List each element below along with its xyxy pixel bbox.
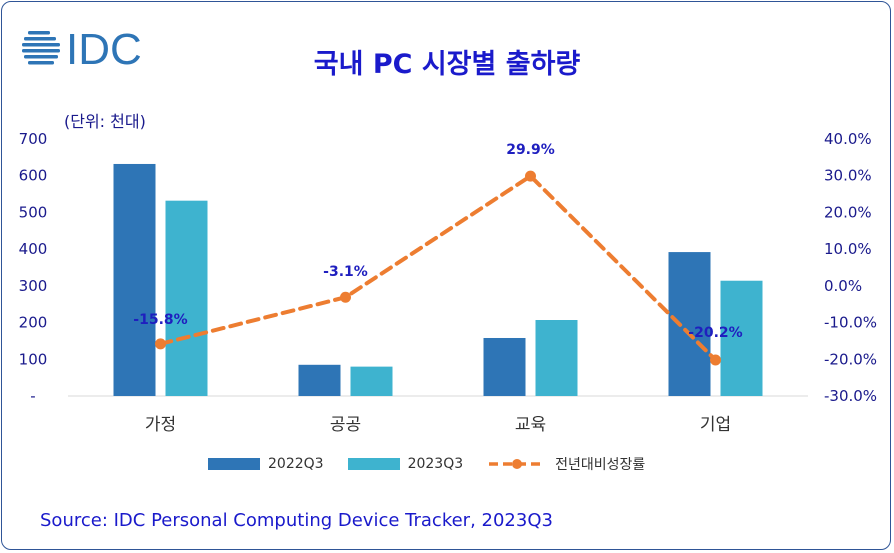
y2-tick-label: 20.0% [824,203,872,221]
legend-label-2022: 2022Q3 [268,456,324,472]
unit-label: (단위: 천대) [64,112,146,131]
x-tick-label: 기업 [700,415,731,435]
y2-tick-label: 30.0% [824,167,872,185]
yoy-line [155,170,721,366]
bar-2023Q3-2 [535,320,578,396]
bars [113,163,763,396]
y-tick-label: 300 [19,277,48,295]
y2-tick-label: -20.0% [824,350,877,368]
bar-2023Q3-1 [350,366,393,396]
legend: 2022Q3 2023Q3 전년대비성장률 [208,454,669,474]
idc-globe-icon: IDC [22,25,142,74]
y2-tick-label: -10.0% [824,314,877,332]
y2-tick-label: -30.0% [824,387,877,405]
y-tick-label: 400 [19,240,48,258]
yoy-point-1 [340,291,351,303]
legend-label-yoy: 전년대비성장률 [555,457,646,473]
yoy-point-0 [155,338,166,350]
y-axis-left: - 100 200 300 400 500 600 700 [19,130,48,405]
y-axis-right: -30.0% -20.0% -10.0% 0.0% 10.0% 20.0% 30.0% 40.… [824,130,877,405]
legend-item-2023: 2023Q3 [347,456,464,472]
y-tick-label: 700 [19,130,48,148]
y2-tick-label: 10.0% [824,240,872,258]
bar-2022Q3-0 [113,163,156,396]
source-note: Source: IDC Personal Computing Device Tr… [40,510,553,531]
bar-2023Q3-3 [720,280,763,396]
yoy-labels: -15.8% -3.1% 29.9% -20.2% [133,142,742,341]
yoy-polyline [158,173,718,363]
yoy-data-label: -15.8% [133,312,187,328]
x-tick-label: 공공 [330,415,361,435]
yoy-data-label: -3.1% [323,264,368,280]
logo-text: IDC [66,25,142,74]
y-tick-label: - [30,387,35,405]
y2-tick-label: 0.0% [824,277,862,295]
y-tick-label: 100 [19,350,48,368]
legend-label-2023: 2023Q3 [407,456,464,472]
yoy-data-label: -20.2% [688,325,742,341]
chart-title: 국내 PC 시장별 출하량 [313,49,581,80]
bar-2023Q3-0 [165,200,208,396]
y-tick-label: 200 [19,314,48,332]
bar-2022Q3-3 [668,252,711,396]
idc-logo: IDC [22,24,172,80]
x-tick-label: 교육 [515,415,546,435]
yoy-point-2 [525,170,536,182]
legend-swatch-2022 [208,458,260,470]
yoy-point-3 [710,354,721,366]
y-tick-label: 600 [19,167,48,185]
legend-swatch-2023 [347,458,400,470]
legend-line-yoy [489,459,546,469]
legend-item-2022: 2022Q3 [208,456,324,472]
y-tick-label: 500 [19,203,48,221]
legend-item-yoy: 전년대비성장률 [487,454,645,474]
x-axis-labels: 가정 공공 교육 기업 [145,415,731,435]
bar-2022Q3-2 [483,337,526,396]
bar-2022Q3-1 [298,364,341,396]
yoy-data-label: 29.9% [506,142,555,158]
x-tick-label: 가정 [145,415,176,435]
y2-tick-label: 40.0% [824,130,872,148]
